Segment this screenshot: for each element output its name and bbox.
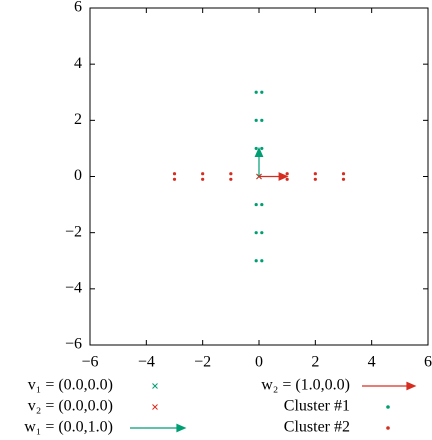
scatter-point	[260, 90, 264, 94]
scatter-point	[229, 172, 233, 176]
scatter-point	[341, 172, 346, 176]
scatter-point	[254, 146, 258, 151]
vector-arrow	[254, 146, 264, 177]
x-tick-label: 4	[368, 354, 376, 371]
scatter-point	[201, 172, 205, 176]
scatter-point	[254, 90, 258, 94]
scatter-point	[172, 172, 177, 176]
legend-label: v₂ = (0.0,0.0)	[28, 398, 113, 415]
legend-label: w₁ = (0.0,1.0)	[24, 419, 113, 436]
x-tick-label: 6	[424, 354, 432, 371]
legend-symbol	[386, 426, 390, 430]
x-tick-label: 0	[255, 354, 263, 371]
x-tick-label: −4	[138, 354, 155, 371]
scatter-point	[341, 177, 346, 181]
legend-symbol	[152, 383, 158, 389]
scatter-point	[260, 231, 264, 235]
scatter-point	[254, 118, 258, 122]
scatter-point	[201, 177, 205, 181]
y-tick-label: −2	[65, 223, 82, 240]
y-tick-label: 6	[74, 0, 82, 16]
scatter-point	[285, 177, 289, 181]
y-tick-label: 0	[74, 167, 82, 184]
x-tick-label: −2	[194, 354, 211, 371]
scatter-point	[313, 177, 317, 181]
legend-symbol	[362, 381, 417, 391]
legend-label: Cluster #1	[284, 398, 350, 415]
scatter-point	[260, 146, 264, 151]
scatter-point	[254, 231, 258, 235]
scatter-point	[260, 259, 264, 263]
vector-arrow	[259, 172, 289, 181]
legend-label: w₂ = (1.0,0.0)	[261, 377, 350, 394]
y-tick-label: −4	[65, 280, 82, 297]
scatter-point	[260, 118, 264, 122]
scatter-point	[285, 172, 289, 176]
x-tick-label: −6	[81, 354, 98, 371]
scatter-point	[172, 177, 177, 181]
scatter-point	[313, 172, 317, 176]
legend-label: Cluster #2	[284, 419, 350, 436]
y-tick-label: 4	[74, 55, 82, 72]
scatter-point	[229, 177, 233, 181]
legend-symbol	[386, 405, 390, 409]
y-tick-label: −6	[65, 336, 82, 353]
legend-symbol	[152, 404, 158, 410]
legend-label: v₁ = (0.0,0.0)	[28, 377, 113, 394]
x-tick-label: 2	[311, 354, 319, 371]
scatter-point	[254, 202, 258, 207]
legend-symbol	[130, 423, 187, 433]
scatter-point	[260, 202, 264, 207]
y-tick-label: 2	[74, 111, 82, 128]
scatter-point	[254, 259, 258, 263]
